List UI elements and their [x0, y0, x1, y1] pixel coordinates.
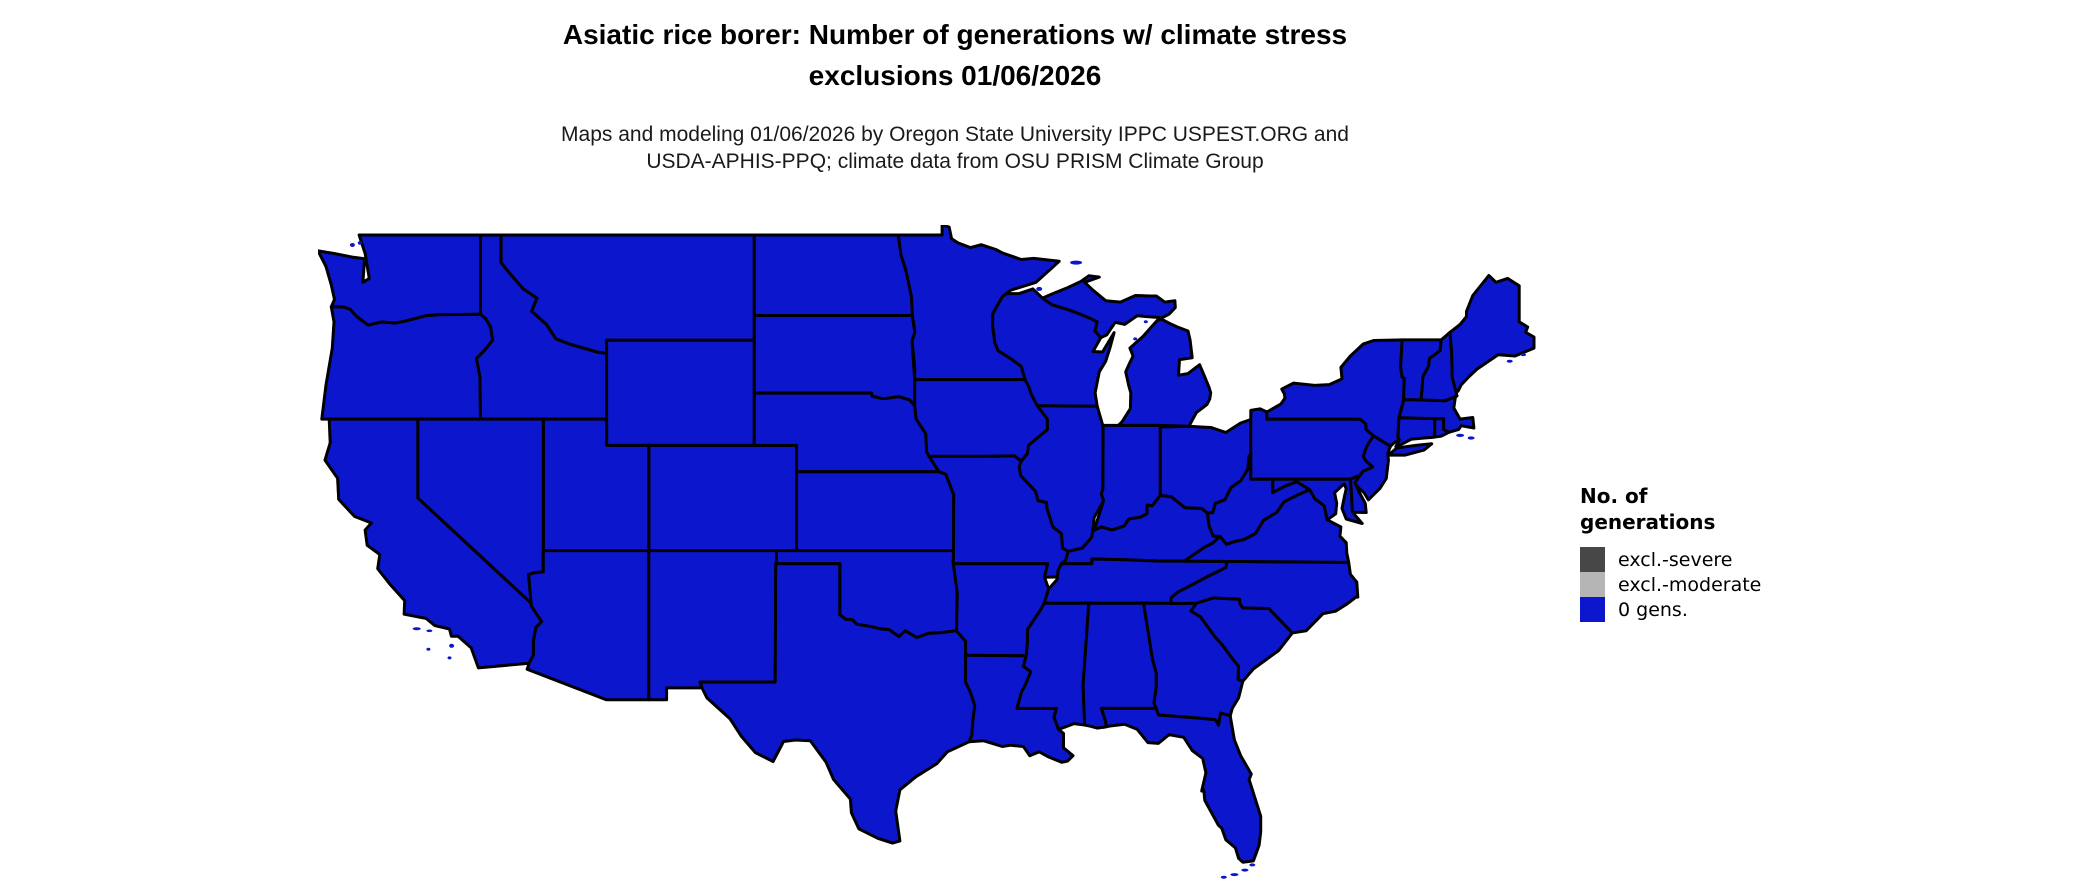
state-tx	[698, 562, 977, 845]
map-title: Asiatic rice borer: Number of generation…	[0, 14, 1910, 96]
island-6	[449, 643, 455, 648]
island-13	[1456, 433, 1465, 437]
state-or	[320, 305, 495, 421]
island-7	[447, 656, 452, 660]
island-11	[1070, 260, 1083, 265]
state-ms	[1015, 601, 1091, 731]
island-18	[1143, 320, 1148, 324]
map-subtitle-line1: Maps and modeling 01/06/2026 by Oregon S…	[561, 123, 1349, 146]
island-15	[1506, 359, 1513, 363]
state-md	[1271, 477, 1364, 525]
legend-title-line1: No. of	[1580, 484, 1648, 508]
us-map	[318, 225, 1538, 881]
state-mi_l	[1116, 317, 1213, 428]
legend-title: No. of generations	[1580, 483, 1880, 535]
legend-rows: excl.-severe excl.-moderate 0 gens.	[1580, 547, 1880, 622]
legend: No. of generations excl.-severe excl.-mo…	[1580, 483, 1880, 622]
island-3	[1220, 875, 1227, 879]
island-16	[1520, 353, 1526, 357]
map-title-line2: exclusions 01/06/2026	[808, 60, 1102, 91]
island-2	[1230, 873, 1239, 877]
legend-label-excl-severe: excl.-severe	[1618, 548, 1733, 571]
legend-row-excl-severe: excl.-severe	[1580, 547, 1880, 572]
island-8	[426, 647, 431, 651]
state-me	[1448, 274, 1536, 393]
island-10	[357, 241, 362, 245]
us-map-svg	[318, 225, 1536, 879]
legend-swatch-0-gens	[1580, 597, 1605, 622]
state-wy	[605, 338, 756, 447]
legend-swatch-excl-severe	[1580, 547, 1605, 572]
state-co	[647, 443, 798, 553]
legend-row-excl-moderate: excl.-moderate	[1580, 572, 1880, 597]
state-fl	[1099, 706, 1263, 864]
state-az	[525, 549, 651, 702]
legend-title-line2: generations	[1580, 510, 1716, 534]
island-14	[1467, 436, 1475, 440]
header: Asiatic rice borer: Number of generation…	[0, 14, 1910, 175]
island-5	[426, 629, 433, 633]
island-9	[349, 243, 355, 247]
map-subtitle: Maps and modeling 01/06/2026 by Oregon S…	[0, 121, 1910, 175]
island-0	[1249, 863, 1256, 867]
island-4	[412, 627, 421, 631]
map-title-line1: Asiatic rice borer: Number of generation…	[562, 19, 1348, 50]
state-mi_u	[1040, 274, 1177, 340]
state-li	[1386, 442, 1434, 457]
state-nc	[1169, 559, 1360, 635]
state-ks	[795, 470, 956, 553]
island-17	[1133, 337, 1138, 341]
legend-row-0-gens: 0 gens.	[1580, 597, 1880, 622]
legend-swatch-excl-moderate	[1580, 572, 1605, 597]
legend-label-0-gens: 0 gens.	[1618, 598, 1688, 621]
state-nd	[752, 233, 914, 317]
island-12	[1036, 286, 1043, 291]
map-subtitle-line2: USDA-APHIS-PPQ; climate data from OSU PR…	[646, 150, 1264, 173]
legend-label-excl-moderate: excl.-moderate	[1618, 573, 1762, 596]
state-nm	[647, 549, 778, 702]
state-ct	[1394, 416, 1437, 449]
island-1	[1241, 868, 1249, 872]
